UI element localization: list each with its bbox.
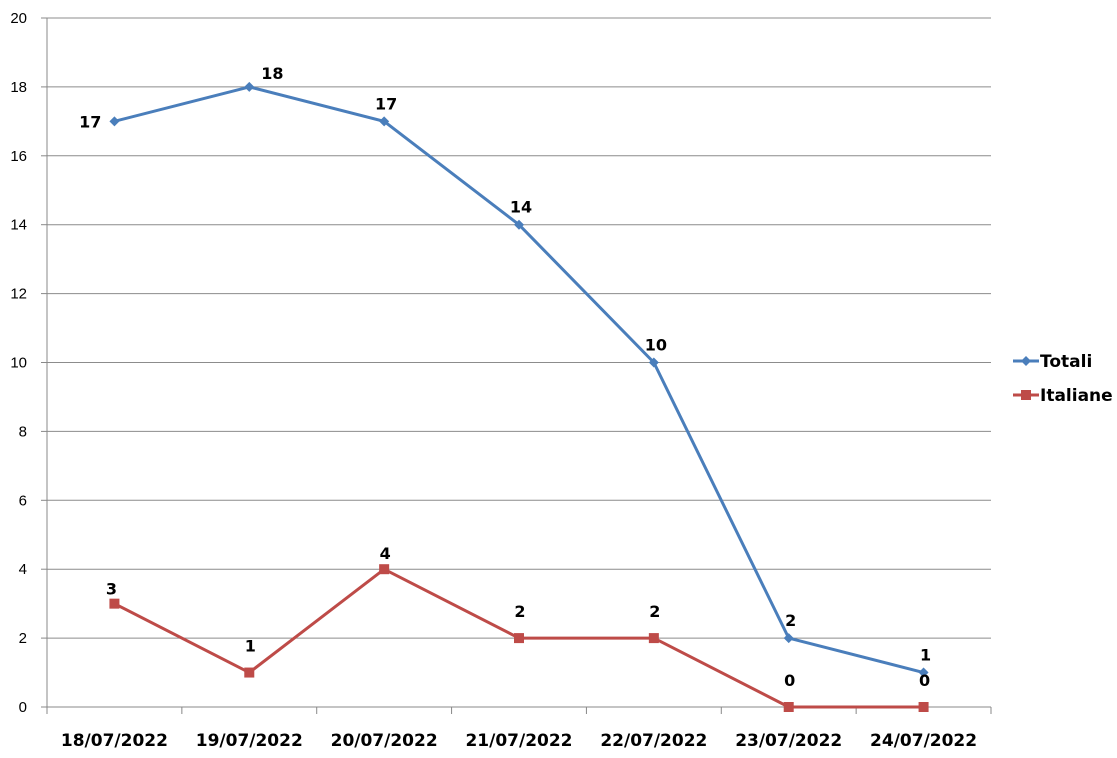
data-point-italiane (244, 667, 255, 678)
y-tick-label: 4 (19, 561, 27, 578)
y-tick-label: 2 (19, 630, 27, 647)
data-label: 0 (919, 671, 930, 690)
data-label: 17 (79, 112, 101, 131)
x-tick-label: 19/07/2022 (196, 731, 303, 751)
data-point-italiane (648, 633, 659, 644)
data-label: 3 (106, 580, 117, 599)
data-point-italiane (109, 598, 120, 609)
data-point-italiane (514, 633, 524, 644)
x-tick-label: 22/07/2022 (600, 731, 707, 751)
legend-marker-totali (1021, 356, 1031, 366)
data-label: 10 (645, 336, 667, 355)
legend-marker-italiane (1021, 390, 1031, 400)
data-point-totali (648, 357, 659, 368)
y-tick-label: 10 (10, 355, 27, 372)
data-point-totali (783, 633, 794, 644)
x-tick-label: 21/07/2022 (465, 731, 572, 751)
y-tick-label: 6 (19, 492, 27, 509)
y-tick-label: 0 (19, 699, 27, 716)
data-label: 4 (380, 544, 391, 563)
x-tick-label: 20/07/2022 (331, 731, 438, 751)
y-tick-label: 8 (19, 423, 27, 440)
y-tick-label: 16 (10, 148, 27, 165)
data-point-italiane (379, 564, 390, 575)
data-label: 2 (649, 602, 660, 621)
y-tick-label: 12 (10, 286, 27, 303)
data-label: 2 (785, 611, 796, 630)
series-line-totali (114, 85, 924, 675)
data-label: 14 (510, 198, 532, 217)
data-label: 0 (784, 671, 795, 690)
data-point-italiane (783, 702, 794, 712)
y-tick-label: 14 (10, 217, 27, 234)
data-point-italiane (918, 702, 929, 712)
x-tick-label: 24/07/2022 (870, 731, 977, 751)
data-point-totali (244, 81, 255, 92)
legend-label-italiane: Italiane (1040, 386, 1113, 406)
y-tick-label: 18 (10, 79, 27, 96)
x-tick-label: 18/07/2022 (61, 731, 168, 751)
x-tick-label: 23/07/2022 (735, 731, 842, 751)
legend-label-totali: Totali (1040, 352, 1092, 372)
y-tick-label: 20 (10, 10, 27, 27)
data-label: 18 (261, 64, 283, 83)
data-point-totali (379, 116, 390, 127)
data-label: 1 (245, 637, 256, 656)
data-point-totali (514, 219, 524, 230)
data-label: 2 (514, 602, 525, 621)
data-point-totali (918, 667, 929, 678)
data-point-totali (109, 116, 120, 127)
data-label: 17 (375, 94, 397, 113)
data-label: 1 (920, 646, 931, 665)
